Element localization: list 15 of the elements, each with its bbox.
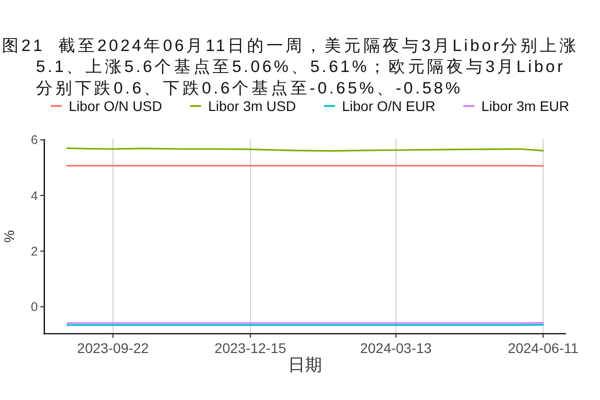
- x-tick-label: 2024-03-13: [360, 340, 432, 356]
- x-tick-label: 2023-12-15: [214, 340, 286, 356]
- y-axis-title: %: [1, 230, 17, 243]
- legend-label: Libor 3m USD: [208, 98, 296, 114]
- x-tick-label: 2023-09-22: [77, 340, 149, 356]
- legend-label: Libor O/N EUR: [342, 98, 436, 114]
- legend-label: Libor 3m EUR: [481, 98, 570, 114]
- x-tick-label: 2024-06-11: [508, 340, 579, 356]
- y-tick-label: 2: [30, 244, 38, 258]
- y-tick-label: 4: [30, 188, 38, 203]
- x-axis-title: 日期: [288, 356, 322, 375]
- legend-label: Libor O/N USD: [68, 98, 162, 114]
- title: 图21 截至2024年06月11日的一周，美元隔夜与3月Libor分别上涨5.1、上涨5.6个基点至5.06%、5.61%；欧元隔夜与3月Libor分别下跌0.6、下跌0.6个基点至-0.65%、-0.58%: [2, 37, 579, 98]
- y-tick-label: 0: [30, 300, 38, 314]
- y-tick-label: 6: [30, 133, 38, 148]
